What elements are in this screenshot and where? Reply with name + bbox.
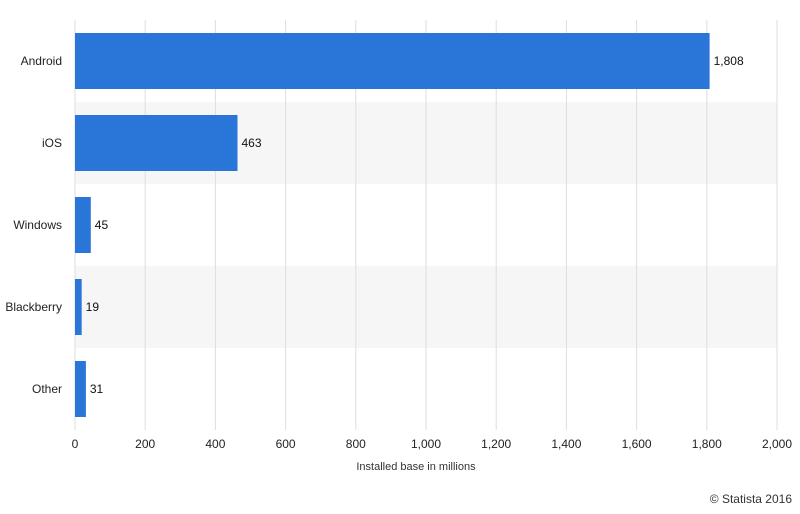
- category-label: Android: [21, 54, 62, 68]
- category-label: Blackberry: [5, 300, 62, 314]
- x-tick-label: 1,200: [481, 437, 511, 451]
- x-tick-label: 400: [205, 437, 225, 451]
- bar-ios: [75, 115, 238, 171]
- x-tick-label: 0: [72, 437, 79, 451]
- category-label: Windows: [13, 218, 62, 232]
- category-label: iOS: [42, 136, 62, 150]
- bar-windows: [75, 197, 91, 253]
- x-tick-label: 600: [276, 437, 296, 451]
- x-axis-title: Installed base in millions: [356, 461, 476, 473]
- x-tick-label: 1,000: [411, 437, 441, 451]
- value-label: 1,808: [714, 54, 744, 68]
- x-tick-label: 2,000: [762, 437, 792, 451]
- x-tick-label: 1,600: [622, 437, 652, 451]
- value-label: 19: [86, 300, 100, 314]
- value-label: 463: [242, 136, 262, 150]
- value-label: 45: [95, 218, 109, 232]
- bar-other: [75, 361, 86, 417]
- bar-android: [75, 33, 710, 89]
- x-tick-label: 1,400: [551, 437, 581, 451]
- x-tick-label: 200: [135, 437, 155, 451]
- value-label: 31: [90, 382, 104, 396]
- category-label: Other: [32, 382, 62, 396]
- bar-blackberry: [75, 279, 82, 335]
- copyright-notice: © Statista 2016: [709, 492, 792, 506]
- x-tick-label: 800: [346, 437, 366, 451]
- x-tick-label: 1,800: [692, 437, 722, 451]
